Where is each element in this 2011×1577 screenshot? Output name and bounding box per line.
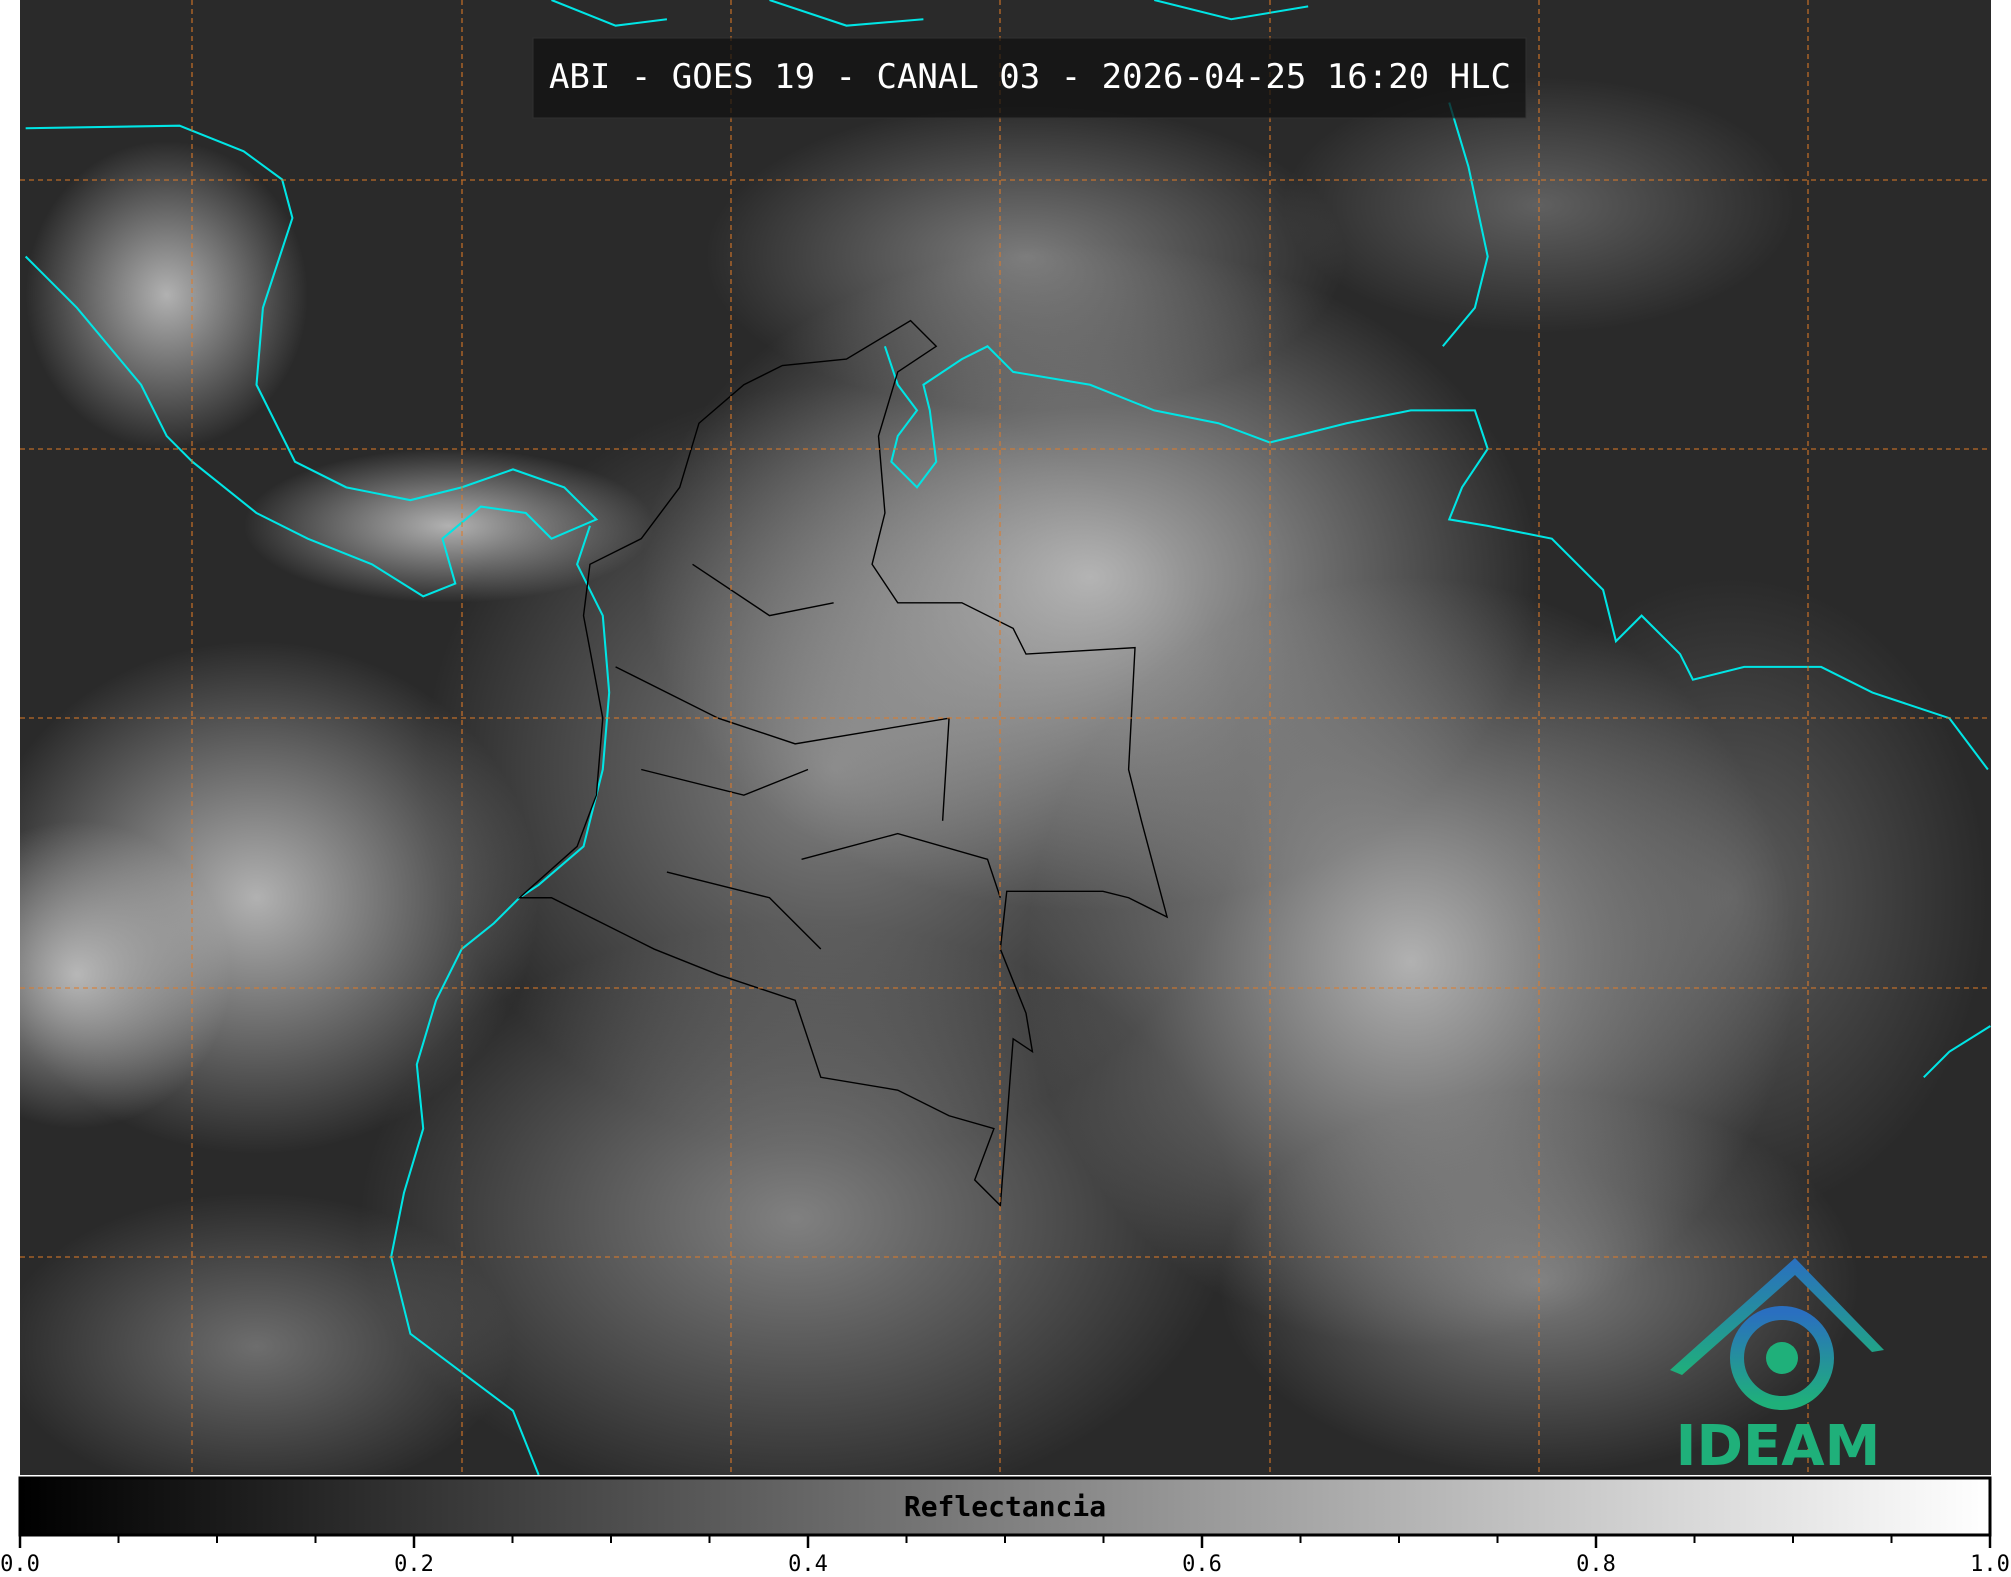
logo-text: IDEAM bbox=[1676, 1414, 1881, 1479]
graticule bbox=[20, 0, 1991, 1475]
logo: IDEAM bbox=[1670, 1258, 1884, 1479]
title: ABI - GOES 19 - CANAL 03 - 2026-04-25 16… bbox=[549, 57, 1511, 97]
colorbar bbox=[18, 1476, 1992, 1537]
colorbar-label: Reflectancia bbox=[904, 1490, 1106, 1523]
tick-label: 0.2 bbox=[394, 1552, 434, 1577]
satellite-image bbox=[20, 0, 1991, 1475]
tick-label: 0.6 bbox=[1182, 1552, 1222, 1577]
colorbar-ticks: 0.0 0.2 0.4 0.6 0.8 1.0 bbox=[0, 1535, 2010, 1577]
tick-label: 0.4 bbox=[788, 1552, 828, 1577]
tick-label: 0.0 bbox=[0, 1552, 40, 1577]
title-box bbox=[532, 37, 1527, 119]
tick-label: 0.8 bbox=[1576, 1552, 1616, 1577]
tick-label: 1.0 bbox=[1970, 1552, 2010, 1577]
